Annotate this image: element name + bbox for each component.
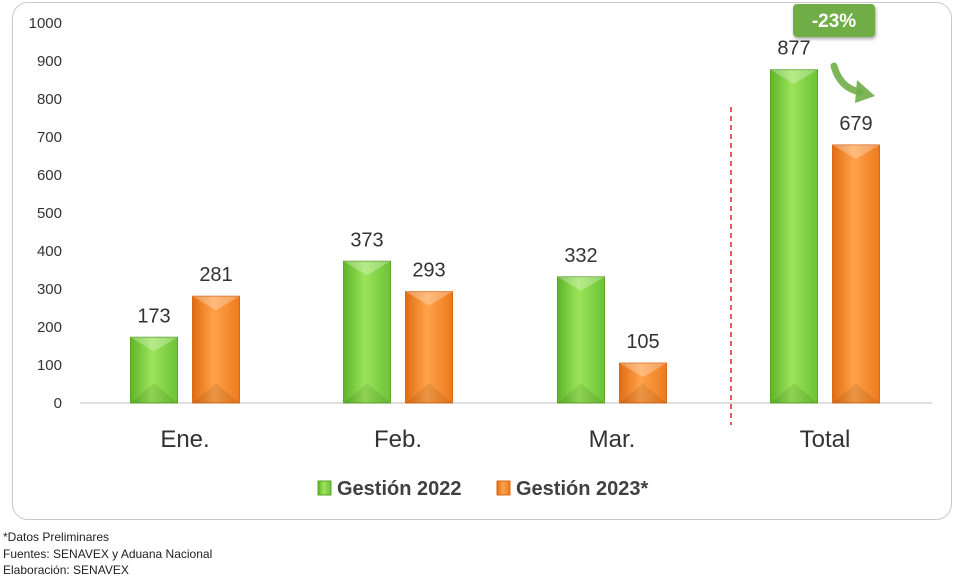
x-tick-label: Total bbox=[800, 426, 851, 453]
bar bbox=[557, 276, 605, 404]
bar-value-label: 877 bbox=[777, 38, 810, 60]
bar-value-label: 281 bbox=[199, 264, 232, 286]
bar bbox=[770, 69, 818, 404]
legend-item: Gestión 2022 bbox=[317, 478, 462, 500]
x-tick-label: Ene. bbox=[160, 426, 209, 453]
bar-value-label: 332 bbox=[564, 245, 597, 267]
y-tick-label: 700 bbox=[37, 129, 62, 146]
preliminary-note: *Datos Preliminares bbox=[3, 530, 110, 544]
bars bbox=[130, 69, 880, 404]
curved-arrow-icon bbox=[830, 62, 875, 103]
legend-label: Gestión 2023* bbox=[516, 478, 649, 500]
y-tick-label: 300 bbox=[37, 281, 62, 298]
bar-value-label: 173 bbox=[137, 305, 170, 327]
change-badge-text: -23% bbox=[812, 11, 856, 32]
y-tick-label: 600 bbox=[37, 167, 62, 184]
y-tick-label: 400 bbox=[37, 243, 62, 260]
bar bbox=[405, 291, 453, 404]
y-tick-label: 800 bbox=[37, 91, 62, 108]
y-tick-label: 100 bbox=[37, 357, 62, 374]
bar bbox=[343, 260, 391, 404]
bar bbox=[192, 295, 240, 404]
change-annotation: -23% bbox=[793, 4, 875, 103]
sources-note: Fuentes: SENAVEX y Aduana Nacional bbox=[3, 546, 213, 561]
y-tick-label: 500 bbox=[37, 205, 62, 222]
y-tick-label: 1000 bbox=[29, 15, 62, 32]
change-badge: -23% bbox=[793, 4, 875, 37]
x-tick-label: Mar. bbox=[589, 426, 636, 453]
y-tick-label: 0 bbox=[54, 395, 62, 412]
data-labels: 173 373 332 877 281 293 105 679 bbox=[137, 38, 872, 353]
footnotes: *Datos Preliminares Fuentes: SENAVEX y A… bbox=[3, 529, 212, 579]
bar-value-label: 105 bbox=[626, 331, 659, 353]
bar bbox=[832, 144, 880, 404]
y-tick-label: 200 bbox=[37, 319, 62, 336]
bar bbox=[619, 362, 667, 404]
bar-value-label: 293 bbox=[412, 260, 445, 282]
legend-item: Gestión 2023* bbox=[496, 478, 649, 500]
legend-label: Gestión 2022 bbox=[337, 478, 462, 500]
bar-value-label: 373 bbox=[350, 229, 383, 251]
x-tick-label: Feb. bbox=[374, 426, 422, 453]
bar-value-label: 679 bbox=[839, 113, 872, 135]
bar bbox=[130, 336, 178, 404]
y-tick-label: 900 bbox=[37, 53, 62, 70]
legend: Gestión 2022 Gestión 2023* bbox=[317, 478, 649, 500]
elaboration-note: Elaboración: SENAVEX bbox=[3, 563, 129, 577]
y-axis: 0 100 200 300 400 500 600 700 800 900 1000 bbox=[29, 15, 62, 412]
x-axis-labels: Ene. Feb. Mar. Total bbox=[160, 426, 850, 453]
